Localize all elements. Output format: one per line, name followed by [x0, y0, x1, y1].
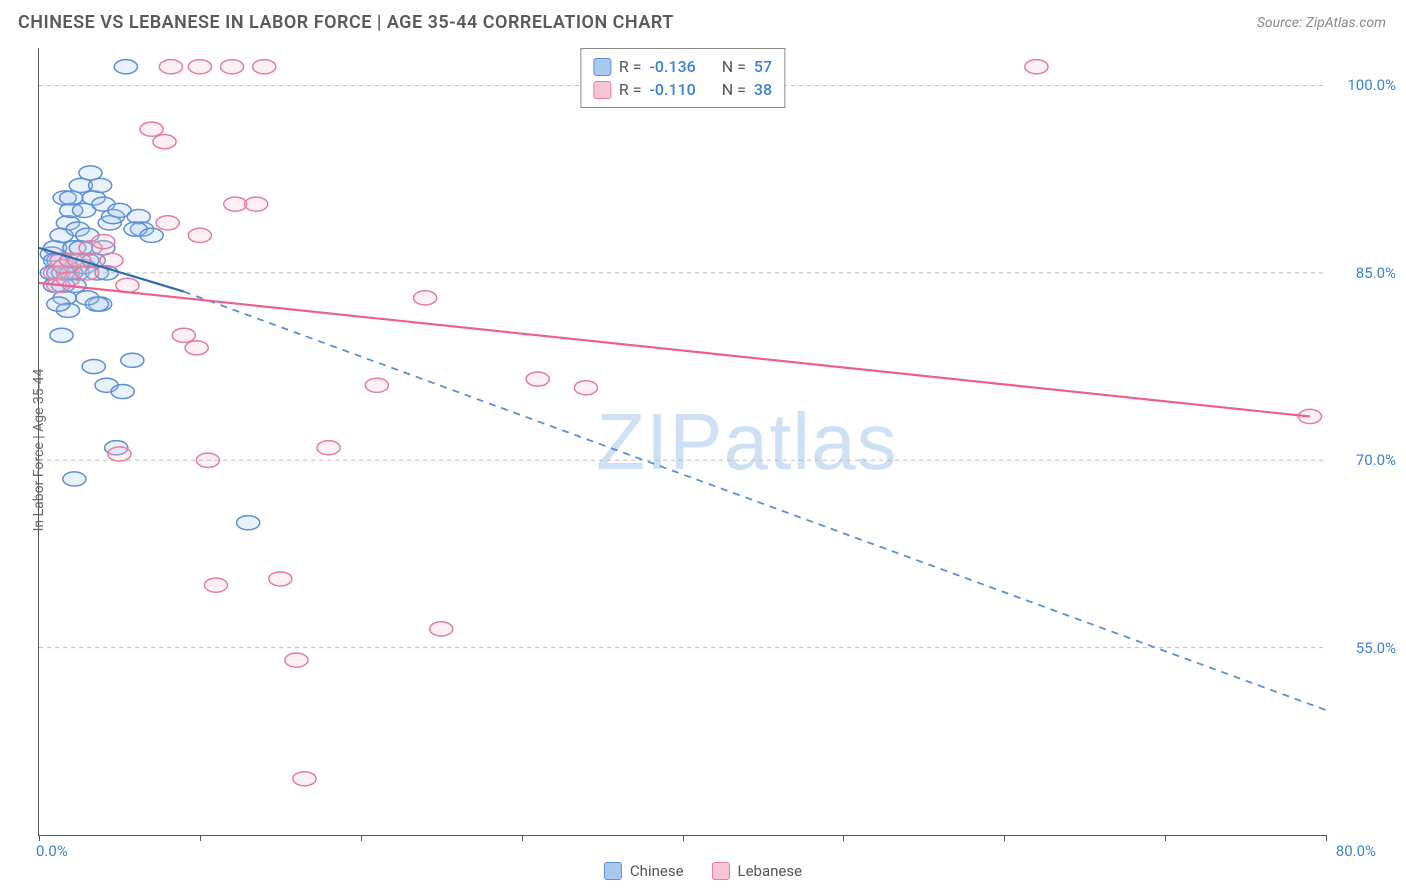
- lebanese-point: [253, 60, 276, 74]
- lebanese-point: [1025, 60, 1048, 74]
- lebanese-point: [153, 135, 176, 149]
- series-legend-label: Lebanese: [738, 862, 803, 880]
- lebanese-point: [317, 441, 340, 455]
- lebanese-point: [188, 228, 211, 242]
- chinese-point: [114, 60, 137, 74]
- lebanese-point: [574, 381, 597, 395]
- lebanese-point: [188, 60, 211, 74]
- chinese-point: [50, 328, 73, 342]
- chinese-point: [63, 472, 86, 486]
- lebanese-point: [220, 60, 243, 74]
- lebanese-point: [285, 653, 308, 667]
- chinese-point: [89, 178, 112, 192]
- y-tick-label: 85.0%: [1336, 264, 1396, 282]
- x-tick: [39, 835, 40, 841]
- lebanese-trendline: [39, 283, 1310, 417]
- chart-title: CHINESE VS LEBANESE IN LABOR FORCE | AGE…: [18, 12, 674, 33]
- legend-swatch: [593, 58, 611, 76]
- legend-n-label: N =: [722, 80, 746, 99]
- legend-row: R = -0.110 N = 38: [593, 78, 772, 101]
- lebanese-point: [156, 216, 179, 230]
- x-axis-min-label: 0.0%: [36, 842, 68, 860]
- x-tick: [1165, 835, 1166, 841]
- series-legend-item: Chinese: [604, 862, 684, 880]
- chart-area: In Labor Force | Age 35-44 ZIPatlas R =-…: [38, 48, 1326, 836]
- chinese-point: [140, 228, 163, 242]
- chinese-point: [111, 384, 134, 398]
- lebanese-point: [100, 253, 123, 267]
- series-legend-item: Lebanese: [712, 862, 803, 880]
- series-legend-label: Chinese: [630, 862, 684, 880]
- chinese-point: [237, 516, 260, 530]
- chinese-point: [85, 297, 108, 311]
- lebanese-point: [293, 772, 316, 786]
- lebanese-point: [108, 447, 131, 461]
- lebanese-point: [204, 578, 227, 592]
- x-tick: [1004, 835, 1005, 841]
- lebanese-point: [269, 572, 292, 586]
- chart-source: Source: ZipAtlas.com: [1257, 15, 1386, 31]
- x-tick: [361, 835, 362, 841]
- lebanese-point: [365, 378, 388, 392]
- lebanese-point: [76, 266, 99, 280]
- y-tick-label: 100.0%: [1336, 76, 1396, 94]
- scatter-plot: [39, 48, 1326, 835]
- x-tick: [843, 835, 844, 841]
- lebanese-point: [140, 122, 163, 136]
- y-tick-label: 70.0%: [1336, 451, 1396, 469]
- lebanese-point: [196, 453, 219, 467]
- lebanese-point: [430, 622, 453, 636]
- lebanese-point: [526, 372, 549, 386]
- lebanese-point: [172, 328, 195, 342]
- x-tick: [683, 835, 684, 841]
- lebanese-point: [159, 60, 182, 74]
- x-tick: [522, 835, 523, 841]
- series-legend: Chinese Lebanese: [604, 862, 802, 880]
- y-tick-label: 55.0%: [1336, 639, 1396, 657]
- x-tick: [1326, 835, 1327, 841]
- lebanese-point: [185, 341, 208, 355]
- legend-n-value: 57: [754, 57, 772, 76]
- chinese-point: [121, 353, 144, 367]
- legend-swatch: [712, 862, 730, 880]
- correlation-legend: R = -0.136 N = 57 R = -0.110 N = 38: [580, 48, 785, 108]
- chinese-point: [60, 191, 83, 205]
- legend-r-label: R =: [619, 57, 642, 76]
- legend-row: R = -0.136 N = 57: [593, 55, 772, 78]
- legend-r-label: R =: [619, 80, 642, 99]
- legend-swatch: [593, 81, 611, 99]
- lebanese-point: [224, 197, 247, 211]
- chinese-point: [82, 359, 105, 373]
- legend-r-value: -0.110: [649, 80, 695, 99]
- x-axis-max-label: 80.0%: [1336, 842, 1376, 860]
- legend-n-value: 38: [754, 80, 772, 99]
- lebanese-point: [92, 235, 115, 249]
- legend-n-label: N =: [722, 57, 746, 76]
- chinese-point: [47, 297, 70, 311]
- lebanese-point: [414, 291, 437, 305]
- x-tick: [200, 835, 201, 841]
- legend-swatch: [604, 862, 622, 880]
- legend-r-value: -0.136: [649, 57, 695, 76]
- lebanese-point: [245, 197, 268, 211]
